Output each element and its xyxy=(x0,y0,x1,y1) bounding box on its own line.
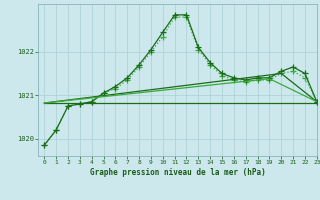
X-axis label: Graphe pression niveau de la mer (hPa): Graphe pression niveau de la mer (hPa) xyxy=(90,168,266,177)
